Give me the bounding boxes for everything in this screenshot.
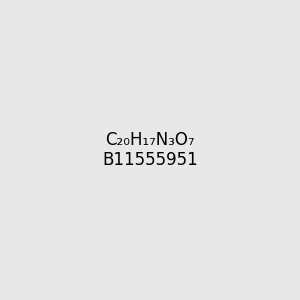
Text: C₂₀H₁₇N₃O₇
B11555951: C₂₀H₁₇N₃O₇ B11555951 — [102, 130, 198, 170]
